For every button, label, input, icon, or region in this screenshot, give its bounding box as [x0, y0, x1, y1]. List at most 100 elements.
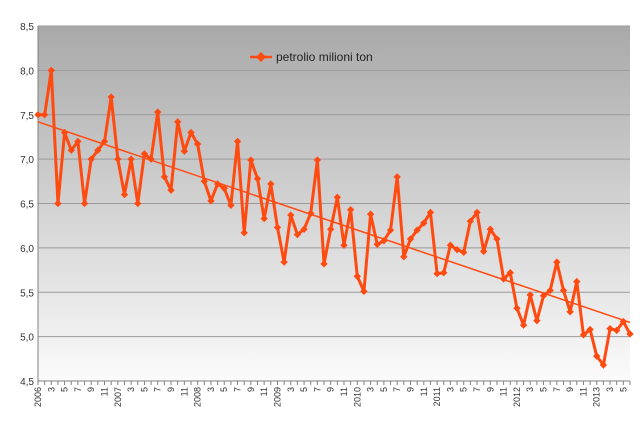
x-tick-label: 7	[233, 387, 243, 392]
x-tick-label: 11	[179, 387, 189, 396]
y-tick-label: 8,5	[20, 22, 34, 33]
x-tick-label: 5	[539, 387, 549, 392]
y-tick-label: 5,0	[20, 333, 34, 344]
x-tick-label: 2009	[272, 387, 282, 407]
data-point	[100, 137, 109, 146]
x-tick-label: 7	[312, 387, 322, 392]
data-point	[526, 291, 534, 299]
data-point	[167, 186, 175, 194]
data-point	[579, 331, 588, 339]
y-tick-label: 6,0	[20, 244, 34, 255]
data-point	[539, 292, 548, 300]
x-tick-label: 7	[472, 387, 482, 392]
data-point	[60, 128, 69, 137]
data-point	[400, 253, 408, 261]
data-point	[533, 316, 541, 325]
data-point	[499, 275, 508, 283]
data-point	[593, 352, 601, 360]
x-tick-label: 9	[246, 387, 256, 392]
x-tick-label: 2013	[592, 387, 602, 407]
data-point	[506, 269, 514, 277]
data-point	[320, 260, 328, 268]
data-point	[280, 258, 288, 266]
x-tick-label: 3	[206, 387, 216, 392]
data-point	[573, 277, 581, 286]
data-point	[586, 325, 594, 334]
x-tick-label: 9	[405, 387, 415, 392]
data-point	[606, 324, 614, 333]
x-tick-label: 5	[379, 387, 389, 392]
data-point	[426, 208, 435, 217]
data-point	[466, 217, 475, 225]
data-point	[559, 286, 568, 295]
data-point	[406, 235, 415, 243]
data-point	[479, 247, 488, 256]
x-tick-label: 5	[618, 387, 628, 392]
x-tick-label: 5	[60, 387, 70, 392]
x-tick-label: 3	[605, 387, 615, 392]
data-point	[253, 174, 262, 183]
data-point	[326, 225, 335, 233]
x-tick-label: 5	[299, 387, 309, 392]
x-tick-label: 9	[86, 387, 96, 392]
x-tick-label: 9	[565, 387, 575, 392]
x-tick-label: 11	[259, 387, 269, 396]
x-tick-label: 11	[578, 387, 588, 396]
data-point	[134, 199, 142, 208]
data-point	[213, 180, 222, 188]
y-tick-label: 7,5	[20, 111, 34, 122]
data-point	[114, 155, 122, 163]
x-tick-label: 11	[419, 387, 429, 396]
x-tick-label: 7	[73, 387, 83, 392]
y-tick-label: 5,5	[20, 288, 34, 299]
x-tick-label: 2006	[33, 387, 43, 407]
data-point	[360, 287, 368, 296]
data-point	[353, 272, 361, 280]
x-tick-label: 2011	[432, 387, 442, 406]
x-tick-label: 7	[552, 387, 562, 392]
trendline-layer	[37, 121, 631, 324]
x-tick-label: 9	[326, 387, 336, 392]
x-tick-label: 11	[499, 387, 509, 396]
data-point	[440, 269, 448, 277]
x-tick-label: 2007	[113, 387, 123, 407]
x-tick-label: 3	[126, 387, 136, 392]
x-tick-label: 3	[366, 387, 376, 392]
x-axis: 2006 3 5 7 9 11 2007 3 5 7 9 11 2008 3 5 7 9 11 2009 3 5 7 9 11…	[33, 380, 631, 407]
data-point	[267, 180, 275, 188]
series-line	[38, 68, 632, 367]
x-tick-label: 3	[525, 387, 535, 392]
data-point	[626, 330, 634, 338]
data-point	[393, 173, 401, 181]
data-point	[519, 321, 528, 329]
data-point	[247, 156, 255, 164]
data-point	[546, 286, 554, 295]
data-point	[127, 155, 135, 163]
legend-label: petrolio milioni ton	[276, 50, 373, 64]
x-tick-label: 5	[459, 387, 469, 392]
data-point	[154, 108, 162, 116]
data-point	[473, 208, 481, 217]
data-point	[174, 118, 182, 126]
data-point	[566, 308, 574, 316]
data-point	[233, 137, 242, 146]
data-point	[207, 197, 215, 205]
x-tick-label: 11	[100, 387, 110, 396]
x-tick-label: 7	[392, 387, 402, 392]
data-point	[433, 269, 441, 278]
y-tick-label: 8,0	[20, 66, 34, 77]
trendline	[37, 121, 631, 324]
data-point	[287, 211, 295, 219]
data-point	[333, 193, 342, 201]
data-point	[120, 190, 129, 199]
x-tick-label: 9	[485, 387, 495, 392]
data-point	[293, 230, 302, 239]
x-tick-label: 11	[339, 387, 349, 396]
data-point	[386, 226, 395, 234]
data-point	[553, 258, 561, 266]
data-point	[619, 317, 628, 326]
x-tick-label: 9	[166, 387, 176, 392]
x-tick-label: 7	[153, 387, 163, 392]
y-tick-label: 4,5	[20, 377, 34, 388]
